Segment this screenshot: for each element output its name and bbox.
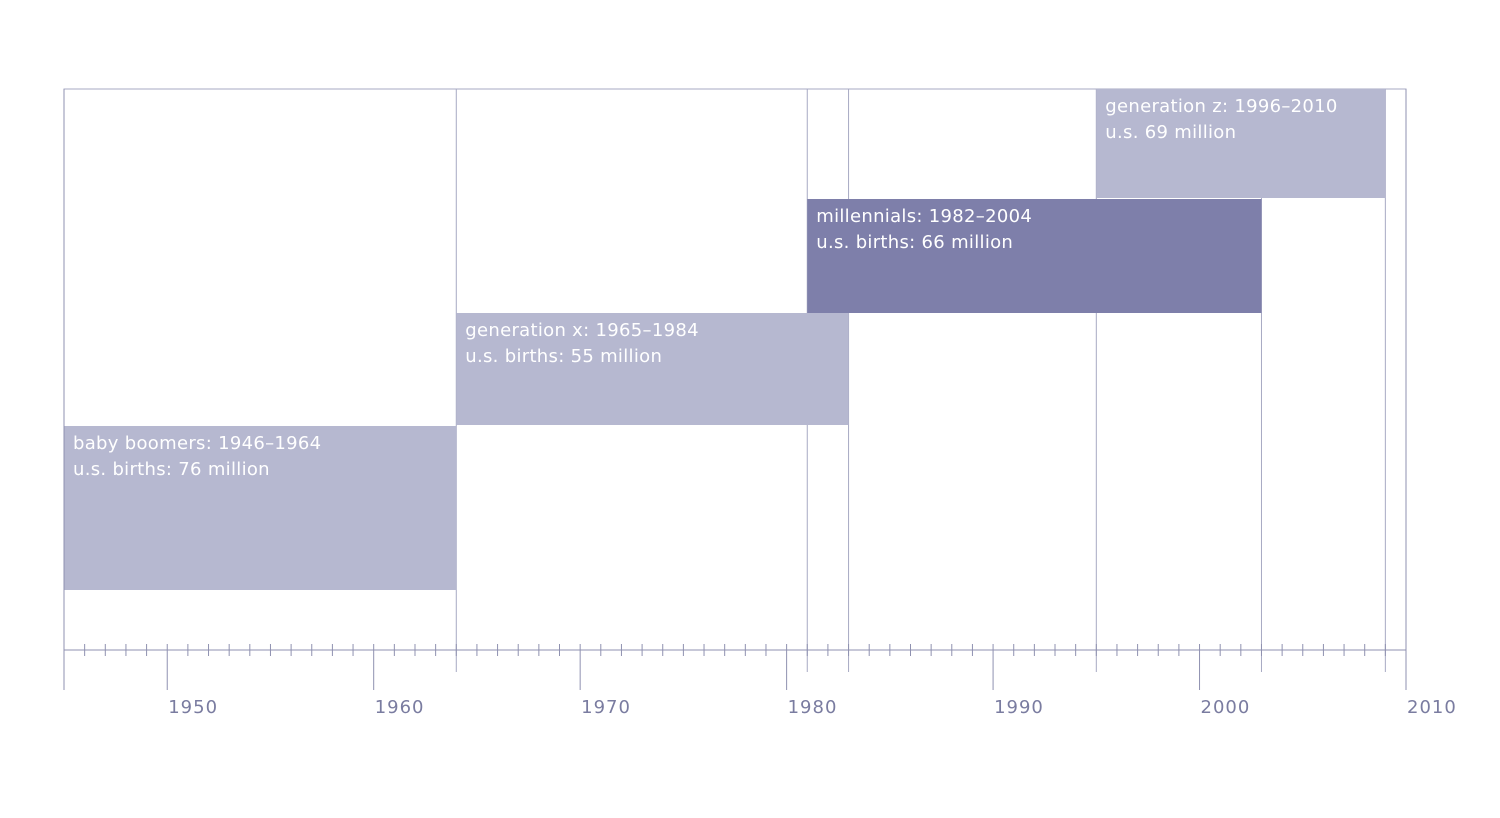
generation-bar-group: generation x: 1965–1984 u.s. births: 55 m… [456, 313, 849, 425]
births-label: u.s. births: 76 million [73, 459, 270, 480]
generation-label: millennials: 1982–2004 [816, 206, 1032, 227]
generation-label: baby boomers: 1946–1964 [73, 433, 321, 454]
generation-bar-group: generation z: 1996–2010 u.s. 69 million [1096, 89, 1386, 198]
generation-bars: baby boomers: 1946–1964 u.s. births: 76 m… [64, 89, 1386, 590]
generation-label: generation x: 1965–1984 [465, 320, 699, 341]
births-label: u.s. 69 million [1105, 122, 1236, 143]
generation-bar [456, 313, 849, 425]
tick-label: 1950 [168, 697, 218, 718]
x-axis-ticks [63, 89, 1407, 690]
x-axis-tick-labels: 1950 1960 1970 1980 1990 2000 2010 [168, 697, 1457, 718]
tick-label: 1970 [581, 697, 631, 718]
generation-bar [64, 426, 457, 590]
generation-bar [807, 199, 1262, 313]
tick-label: 2000 [1201, 697, 1251, 718]
tick-label: 1980 [788, 697, 838, 718]
generation-label: generation z: 1996–2010 [1105, 96, 1337, 117]
generation-bar-group: millennials: 1982–2004 u.s. births: 66 mi… [807, 199, 1262, 313]
births-label: u.s. births: 55 million [465, 346, 662, 367]
tick-label: 1990 [994, 697, 1044, 718]
tick-label: 1960 [375, 697, 425, 718]
generation-bar-group: baby boomers: 1946–1964 u.s. births: 76 m… [64, 426, 457, 590]
generation-bar [1096, 89, 1386, 198]
tick-label: 2010 [1407, 697, 1457, 718]
births-label: u.s. births: 66 million [816, 232, 1013, 253]
